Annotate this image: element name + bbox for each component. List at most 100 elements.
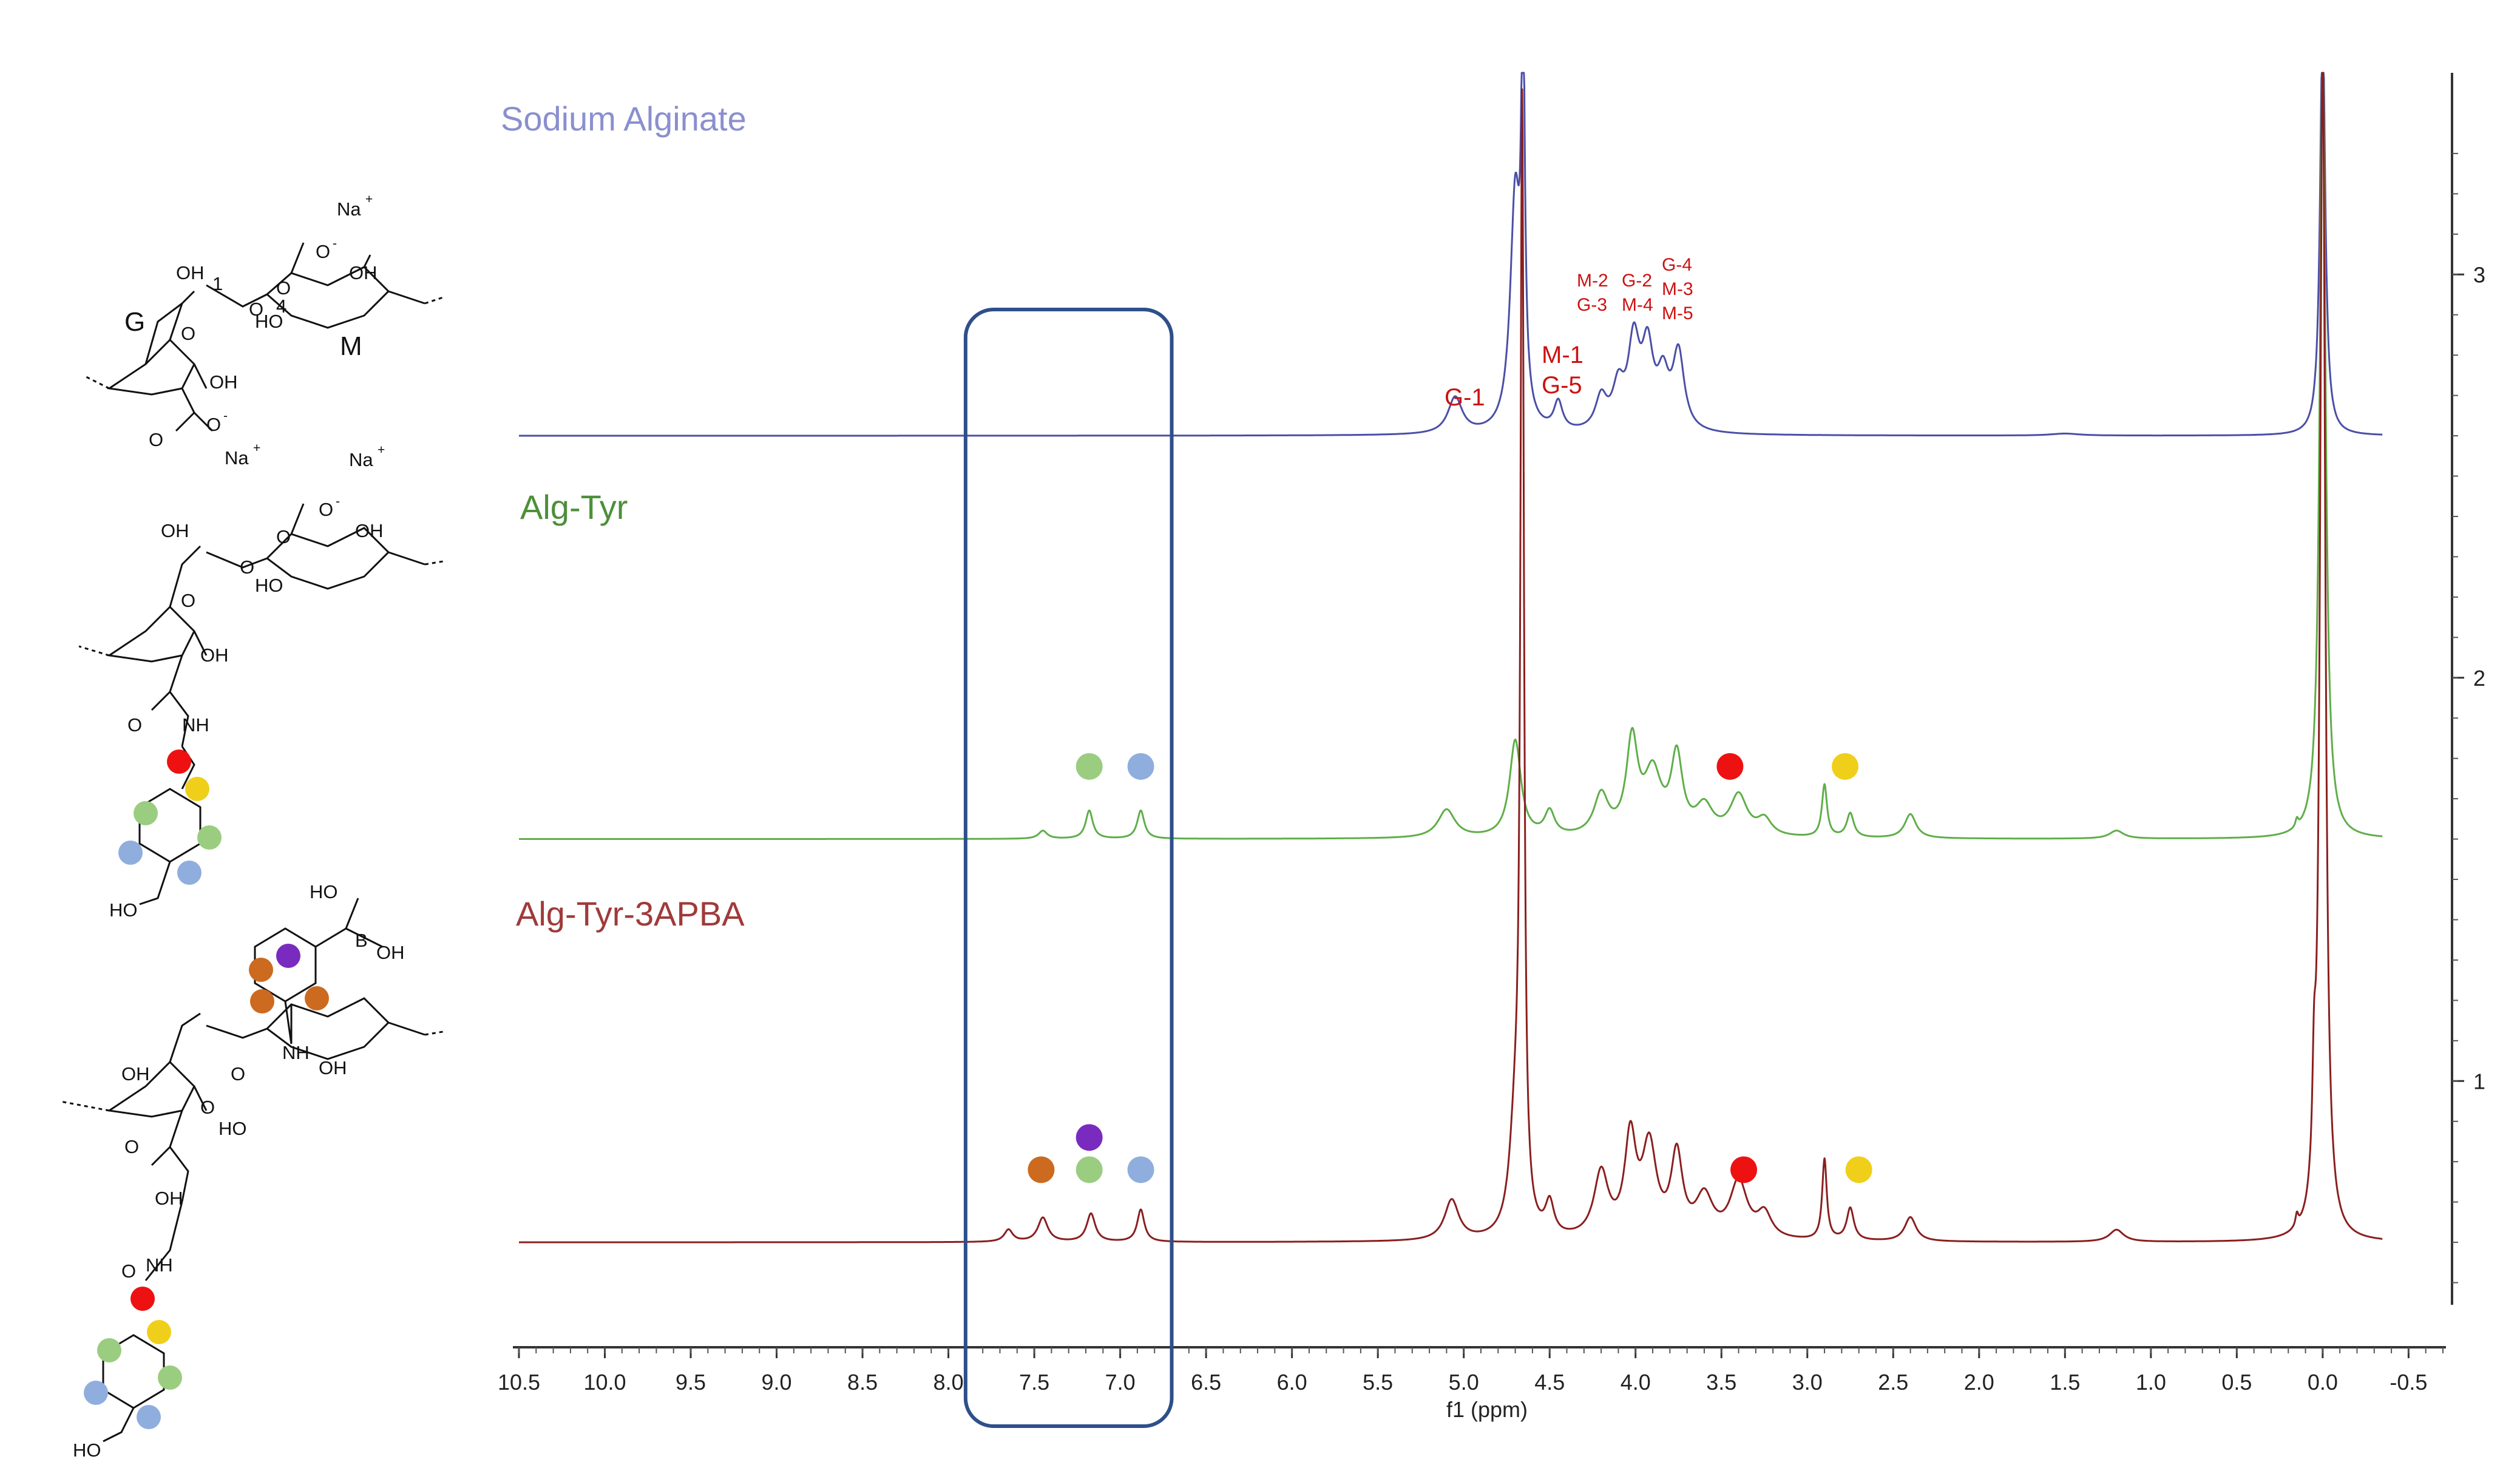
dot-red-tyr2 <box>130 1287 155 1311</box>
chem-label: HO <box>73 1440 101 1461</box>
x-tick-label: 6.0 <box>1277 1370 1307 1395</box>
chem-label: OH <box>161 520 189 541</box>
chem-label: NH <box>282 1042 310 1063</box>
x-tick-label: 8.0 <box>933 1370 964 1395</box>
chem-label: B <box>355 930 368 951</box>
chem-label: O <box>319 499 333 520</box>
chem-label: NH <box>146 1254 173 1276</box>
x-tick-label: 5.0 <box>1449 1370 1479 1395</box>
series-label-alg-tyr-3apba: Alg-Tyr-3APBA <box>516 895 745 933</box>
chem-label: 4 <box>276 296 286 317</box>
chem-label: - <box>333 237 337 251</box>
chem-label: O <box>316 241 330 262</box>
chem-label: OH <box>376 942 405 963</box>
assign-g3: G-3 <box>1577 295 1607 315</box>
chem-label: Na <box>349 449 373 470</box>
series-label-alg-tyr: Alg-Tyr <box>520 488 628 526</box>
assign-g4: G-4 <box>1662 255 1692 275</box>
chem-label: 1 <box>212 273 223 294</box>
chem-label: OH <box>155 1188 183 1209</box>
x-tick-label: 1.5 <box>2050 1370 2080 1395</box>
x-tick-label: 2.0 <box>1964 1370 1994 1395</box>
chem-label: O <box>276 277 291 299</box>
assign-m2: M-2 <box>1577 271 1608 291</box>
y-tick-label: 2 <box>2473 666 2485 691</box>
chem-label: OH <box>319 1057 347 1078</box>
x-tick-label: 10.5 <box>498 1370 540 1395</box>
dot-green-tyr <box>134 801 158 825</box>
nmr-spectrum-plot: 10.5 10.0 9.5 9.0 8.5 8.0 7.5 7.0 6.5 6.0 5.5 5.0 4.… <box>498 72 2485 1428</box>
dot-blue-tyr2 <box>137 1405 161 1429</box>
dot-orange-apba <box>249 958 273 982</box>
x-tick-label: 3.0 <box>1792 1370 1823 1395</box>
x-tick-label: 9.0 <box>762 1370 792 1395</box>
g-unit-label: G <box>124 307 145 337</box>
alg-tyr-structure: OH O - OH O HO O O OH O NH HO <box>78 495 444 921</box>
x-tick-label: 0.0 <box>2308 1370 2338 1395</box>
peak-marker-dot <box>1075 753 1103 780</box>
chem-label: + <box>365 192 373 206</box>
x-tick-label: 4.5 <box>1534 1370 1565 1395</box>
alg-tyr-3apba-structure: HO B OH NH O OH OH O HO O OH O NH HO <box>60 881 444 1461</box>
dot-red-tyr <box>167 749 191 774</box>
spectrum-alg-tyr <box>518 72 2383 840</box>
x-tick-label: 2.5 <box>1878 1370 1908 1395</box>
peak-marker-dot <box>1028 1156 1055 1183</box>
chem-label: Na <box>337 198 361 220</box>
assign-g5: G-5 <box>1542 372 1582 399</box>
dot-blue-tyr2 <box>84 1381 108 1405</box>
chem-label: HO <box>310 881 338 902</box>
chem-label: O <box>231 1063 245 1084</box>
aromatic-region-highlight <box>963 308 1174 1428</box>
peak-marker-dot <box>1716 753 1744 780</box>
peak-marker-dot <box>1730 1156 1758 1183</box>
dot-blue-tyr <box>118 841 143 865</box>
x-tick-label: 0.5 <box>2221 1370 2252 1395</box>
chem-label: HO <box>109 899 138 921</box>
chem-label: + <box>253 441 260 455</box>
chem-label: OH <box>349 262 378 283</box>
dot-yellow-tyr <box>185 777 209 801</box>
chem-label: Na <box>225 447 249 469</box>
chem-label: OH <box>176 262 205 283</box>
chem-label: - <box>223 409 228 423</box>
x-tick-label: 10.0 <box>583 1370 626 1395</box>
assign-m5: M-5 <box>1662 303 1693 323</box>
dot-yellow-tyr2 <box>147 1320 171 1344</box>
chem-label: O <box>276 526 291 547</box>
chem-label: O <box>124 1136 139 1157</box>
peak-marker-dot <box>1075 1156 1103 1183</box>
assign-g1: G-1 <box>1445 384 1485 411</box>
chem-label: HO <box>255 311 283 332</box>
x-ticks: 10.5 10.0 9.5 9.0 8.5 8.0 7.5 7.0 6.5 6.0 5.5 5.0 4.… <box>498 1347 2444 1395</box>
chem-label: O <box>181 323 195 344</box>
x-tick-label: 6.5 <box>1191 1370 1221 1395</box>
dot-blue-tyr <box>177 861 202 885</box>
chem-label: O <box>240 557 254 578</box>
peak-marker-dot <box>1832 753 1859 780</box>
peak-markers <box>1028 753 1872 1183</box>
x-tick-label: 5.5 <box>1363 1370 1393 1395</box>
chem-label: O <box>127 714 142 736</box>
chem-label: O <box>149 429 163 450</box>
peak-marker-dot <box>1127 1156 1154 1183</box>
y-tick-label: 3 <box>2473 262 2485 287</box>
chem-label: - <box>336 495 340 509</box>
x-tick-label: 8.5 <box>847 1370 878 1395</box>
chem-label: OH <box>209 371 238 393</box>
structure-dots <box>84 749 329 1429</box>
chem-label: O <box>206 414 221 435</box>
dot-green-tyr2 <box>158 1365 182 1390</box>
chem-label: + <box>378 443 385 457</box>
assign-m1: M-1 <box>1542 342 1583 368</box>
chem-label: O <box>181 590 195 611</box>
assign-m3: M-3 <box>1662 279 1693 299</box>
spectrum-sodium-alginate <box>518 72 2383 437</box>
x-tick-label: 4.0 <box>1621 1370 1651 1395</box>
spectra <box>518 72 2383 1243</box>
x-tick-label: 9.5 <box>676 1370 706 1395</box>
sodium-alginate-structure: Na + O - OH OH 1 4 O HO O O OH O O - Na … <box>84 192 444 470</box>
chem-label: OH <box>200 645 229 666</box>
x-tick-label: 3.5 <box>1706 1370 1736 1395</box>
